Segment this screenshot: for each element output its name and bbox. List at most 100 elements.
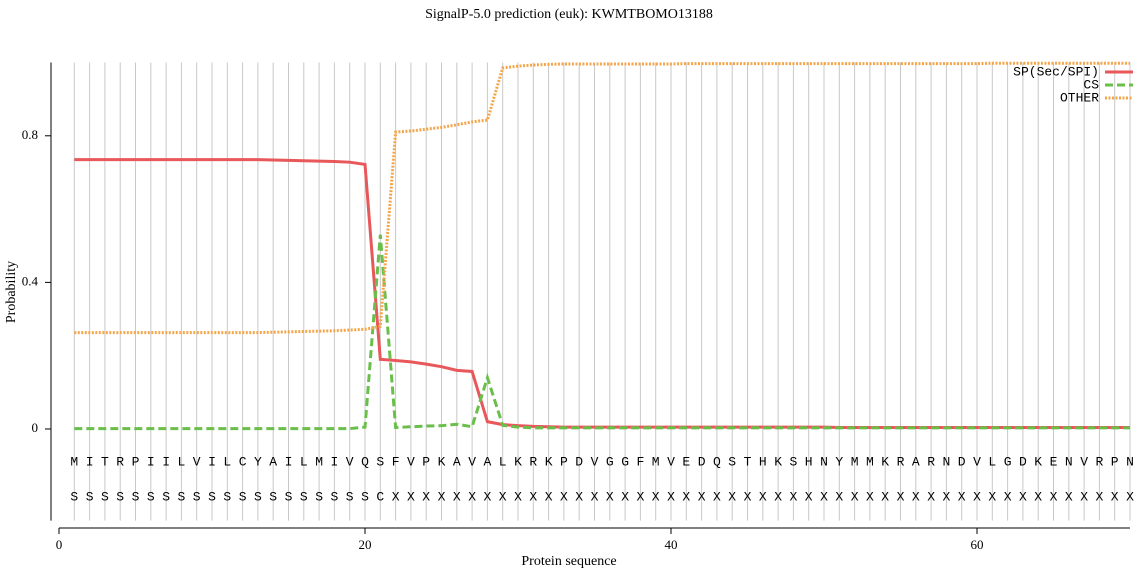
annotation: X	[483, 489, 491, 504]
residue: K	[774, 454, 782, 469]
residue: M	[70, 454, 78, 469]
annotation: X	[942, 489, 950, 504]
annotation: X	[636, 489, 644, 504]
legend-label: CS	[1083, 77, 1099, 92]
residue: N	[1126, 454, 1134, 469]
residue: T	[744, 454, 752, 469]
residue: V	[1080, 454, 1088, 469]
annotation: S	[101, 489, 109, 504]
annotation: X	[667, 489, 675, 504]
annotation: S	[70, 489, 78, 504]
annotation: S	[239, 489, 247, 504]
annotation: S	[116, 489, 124, 504]
annotation: X	[820, 489, 828, 504]
annotation: X	[881, 489, 889, 504]
annotation: X	[835, 489, 843, 504]
residue: F	[636, 454, 644, 469]
y-tick-label: 0.4	[22, 273, 39, 288]
annotation: X	[851, 489, 859, 504]
residue: D	[958, 454, 966, 469]
residue: F	[392, 454, 400, 469]
annotation: S	[223, 489, 231, 504]
annotation: X	[988, 489, 996, 504]
residue: A	[912, 454, 920, 469]
annotation: X	[897, 489, 905, 504]
annotation: X	[744, 489, 752, 504]
annotation: S	[193, 489, 201, 504]
residue: D	[575, 454, 583, 469]
annotation: X	[1111, 489, 1119, 504]
annotation: X	[560, 489, 568, 504]
residue: G	[621, 454, 629, 469]
residue: H	[759, 454, 767, 469]
residue: V	[468, 454, 476, 469]
residue: P	[132, 454, 140, 469]
annotation: X	[1004, 489, 1012, 504]
annotation: X	[728, 489, 736, 504]
residue: L	[988, 454, 996, 469]
residue: V	[973, 454, 981, 469]
annotation: X	[927, 489, 935, 504]
annotation: X	[529, 489, 537, 504]
residue: G	[1004, 454, 1012, 469]
residue: C	[239, 454, 247, 469]
annotation: X	[422, 489, 430, 504]
residue: R	[927, 454, 935, 469]
residue: D	[1019, 454, 1027, 469]
annotation: X	[973, 489, 981, 504]
annotation: S	[330, 489, 338, 504]
x-tick-label: 20	[359, 537, 372, 552]
annotation: S	[361, 489, 369, 504]
annotation: X	[912, 489, 920, 504]
annotation: X	[774, 489, 782, 504]
annotation: X	[1034, 489, 1042, 504]
residue: Y	[254, 454, 262, 469]
residue: V	[193, 454, 201, 469]
residue: I	[208, 454, 216, 469]
residue: K	[881, 454, 889, 469]
residue: K	[514, 454, 522, 469]
annotation: X	[866, 489, 874, 504]
residue: A	[453, 454, 461, 469]
annotation: X	[392, 489, 400, 504]
x-tick-label: 0	[56, 537, 63, 552]
annotation: S	[254, 489, 262, 504]
annotation: X	[453, 489, 461, 504]
annotation: X	[652, 489, 660, 504]
x-axis-label: Protein sequence	[521, 554, 616, 569]
residue: N	[820, 454, 828, 469]
residue: V	[667, 454, 675, 469]
y-tick-label: 0	[32, 420, 39, 435]
residue: S	[789, 454, 797, 469]
residue: R	[897, 454, 905, 469]
annotation: X	[621, 489, 629, 504]
annotation: X	[958, 489, 966, 504]
annotation: S	[86, 489, 94, 504]
annotation: X	[682, 489, 690, 504]
annotation: X	[575, 489, 583, 504]
annotation: S	[132, 489, 140, 504]
x-tick-label: 60	[971, 537, 984, 552]
residue: S	[376, 454, 384, 469]
legend-label: SP(Sec/SPI)	[1013, 64, 1099, 79]
residue: V	[346, 454, 354, 469]
annotation: X	[713, 489, 721, 504]
annotation: X	[1050, 489, 1058, 504]
residue: L	[177, 454, 185, 469]
x-tick-label: 40	[665, 537, 678, 552]
annotation: X	[698, 489, 706, 504]
annotation: X	[1080, 489, 1088, 504]
residue: Y	[835, 454, 843, 469]
residue: M	[866, 454, 874, 469]
residue: R	[116, 454, 124, 469]
series-line	[74, 158, 1130, 430]
annotation: S	[346, 489, 354, 504]
residue: I	[330, 454, 338, 469]
residue: P	[560, 454, 568, 469]
annotation: S	[147, 489, 155, 504]
annotation: X	[438, 489, 446, 504]
annotation: X	[1095, 489, 1103, 504]
annotation: X	[499, 489, 507, 504]
residue: P	[1111, 454, 1119, 469]
residue: K	[545, 454, 553, 469]
